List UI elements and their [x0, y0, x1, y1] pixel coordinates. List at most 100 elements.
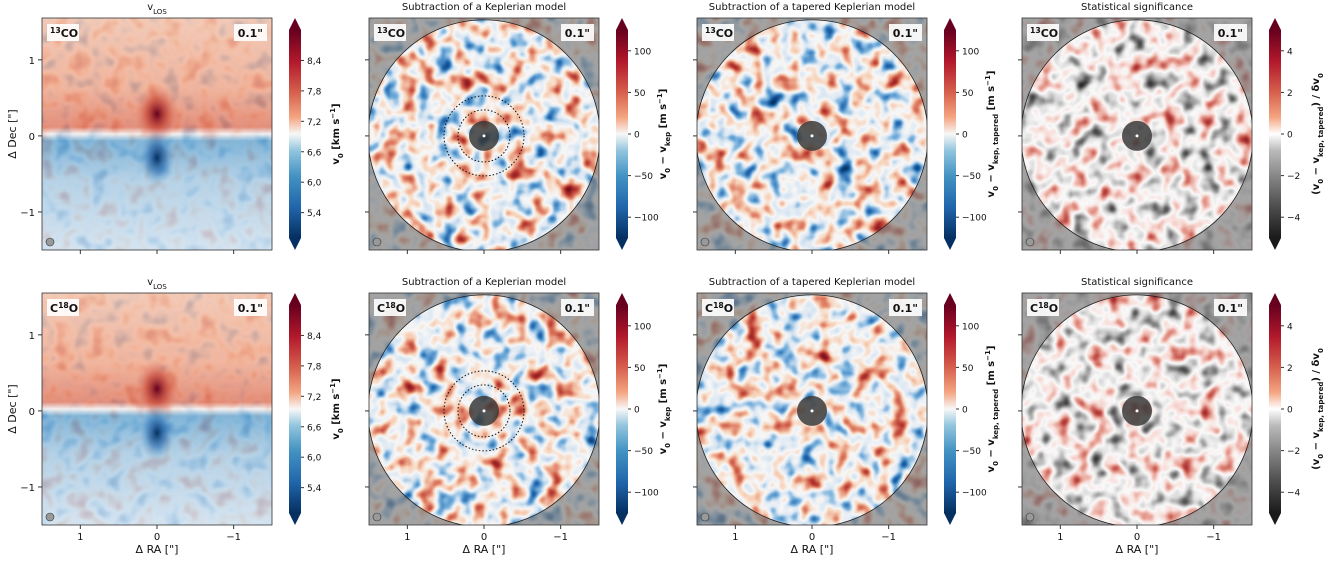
cbar-label-part: ) / δv [1311, 353, 1322, 382]
molecule-label-part: O [1049, 302, 1058, 315]
cbar-label-part: kep [664, 407, 672, 421]
cbar-label-part: −1 [329, 108, 337, 119]
cbar-label-part: kep, tapered [1317, 382, 1325, 432]
cbar-tick-label: 0 [1287, 131, 1293, 141]
cbar-extend-bottom [616, 238, 628, 250]
x-tick-label: 1 [732, 532, 738, 543]
cbar-label-part: kep [664, 132, 672, 146]
x-tick-label: 0 [1134, 532, 1140, 543]
cbar-label-part: v [986, 190, 997, 197]
cbar-tick-label: 6,0 [307, 179, 322, 189]
cbar-label-part: ] [331, 378, 342, 383]
x-tick-label: −1 [226, 532, 241, 543]
cbar-tick-label: −100 [962, 489, 987, 499]
cbar-label: (v0 − vkep, tapered) / δv0 [1311, 73, 1325, 195]
cbar-label: v0 [km s−1] [329, 103, 345, 164]
panel [368, 292, 600, 526]
molecule-label: 13CO [377, 26, 405, 41]
cbar-extend-bottom [1269, 238, 1281, 250]
beam-ellipse [700, 512, 710, 522]
beam-box [1214, 299, 1247, 316]
cbar-extend-bottom [289, 513, 301, 525]
y-tick-label: −1 [20, 483, 35, 494]
cbar-label-part: [m s [986, 86, 997, 114]
cbar-extend-top [289, 18, 301, 30]
cbar-tick-label: 6,6 [307, 423, 322, 433]
molecule-label-part: 18 [58, 301, 69, 310]
cbar-label-part: (v [1311, 458, 1322, 470]
cbar-label-part: −1 [656, 368, 664, 379]
cbar-extend-bottom [616, 513, 628, 525]
y-tick-label: 0 [29, 132, 35, 143]
cbar-tick-label: 2 [1287, 89, 1293, 99]
cbar-tick-label: −50 [634, 447, 653, 457]
x-tick-label: 0 [481, 532, 487, 543]
cbar-label-part: v [658, 172, 669, 179]
cbar-tick-label: 50 [962, 364, 974, 374]
y-tick-label: 1 [29, 331, 35, 342]
cbar-label: (v0 − vkep, tapered) / δv0 [1311, 348, 1325, 470]
cbar-tick-label: 0 [634, 131, 640, 141]
cbar-extend-top [616, 18, 628, 30]
cbar-extend-top [616, 293, 628, 305]
colorbar [616, 30, 628, 238]
image [1022, 18, 1252, 250]
molecule-box [374, 299, 406, 316]
cbar-tick-label: −50 [962, 447, 981, 457]
panel-title: Statistical significance [1081, 277, 1193, 288]
cbar-tick-label: −50 [634, 172, 653, 182]
cbar-label-part: [m s [986, 361, 997, 389]
y-tick-label: −1 [20, 208, 35, 219]
cbar-tick-label: 4 [1287, 47, 1293, 57]
cbar-tick-label: 5,4 [307, 209, 322, 219]
molecule-box [47, 24, 79, 41]
molecule-box [374, 24, 406, 41]
panel-title: vLOS [147, 277, 167, 291]
beam-label: 0.1" [238, 302, 263, 315]
molecule-label-part: CO [716, 27, 733, 40]
cbar-extend-bottom [944, 513, 956, 525]
cbar-label-part: − v [658, 146, 669, 168]
beam-label: 0.1" [893, 27, 918, 40]
cbar-tick-label: 0 [962, 406, 968, 416]
cbar-label: v0 − vkep [m s−1] [656, 364, 672, 455]
image [1022, 293, 1252, 525]
cbar-label-part: ] [658, 89, 669, 94]
cbar-label: v0 [km s−1] [329, 378, 345, 439]
cbar-tick-label: 2 [1287, 364, 1293, 374]
panel [696, 17, 928, 251]
cbar-label-part: v [331, 158, 342, 165]
cbar-tick-label: 4 [1287, 322, 1293, 332]
panel-title: Statistical significance [1081, 2, 1193, 13]
molecule-label-part: C [1030, 302, 1038, 315]
image [697, 18, 927, 250]
molecule-label-part: O [69, 302, 78, 315]
x-tick-label: 1 [77, 532, 83, 543]
colorbar [1269, 305, 1281, 513]
beam-label: 0.1" [1218, 302, 1243, 315]
y-axis-label: Δ Dec ["] [6, 384, 19, 433]
blue-lobe [139, 129, 175, 186]
cbar-label-part: −1 [984, 350, 992, 361]
colorbar [289, 305, 301, 513]
disk-edge [369, 294, 599, 525]
panel-title-part: LOS [153, 283, 167, 291]
cbar-label-part: ) / δv [1311, 78, 1322, 107]
molecule-label: C18O [377, 301, 405, 316]
molecule-box [1027, 24, 1059, 41]
ring [443, 370, 525, 452]
cbar-label-part: 0 [337, 428, 345, 433]
cbar-label-part: − v [1311, 432, 1322, 454]
beam-box [889, 299, 922, 316]
image [369, 293, 599, 525]
molecule-box [702, 24, 734, 41]
colorbar [1269, 30, 1281, 238]
cbar-label: v0 − vkep, tapered [m s−1] [984, 71, 1000, 198]
cbar-tick-label: −100 [634, 214, 659, 224]
cbar-label-part: − v [658, 421, 669, 443]
cbar-label-part: [km s [331, 394, 342, 429]
colorbar [289, 30, 301, 238]
cbar-label-part: ] [331, 103, 342, 108]
cbar-extend-top [1269, 18, 1281, 30]
beam-ellipse [700, 237, 710, 247]
